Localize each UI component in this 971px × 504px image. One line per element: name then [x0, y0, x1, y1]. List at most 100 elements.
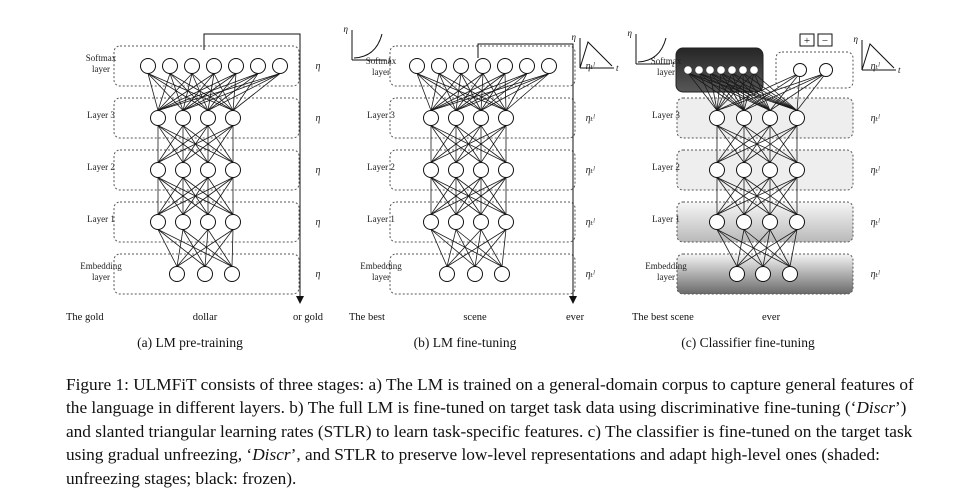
edge	[147, 73, 234, 111]
node	[150, 214, 166, 230]
edge	[147, 73, 209, 111]
layer-label: Softmax layer	[86, 53, 117, 74]
learning-rate-label: η	[316, 269, 321, 280]
inset-y-label: η	[628, 28, 633, 38]
edge	[157, 73, 259, 111]
edge	[460, 73, 482, 111]
edge	[731, 72, 745, 111]
layer-label-line: layer	[657, 272, 675, 282]
layer-box	[389, 253, 576, 295]
edge	[709, 72, 718, 111]
layer-label: Layer 1	[652, 214, 680, 224]
discr-inset: ηt	[628, 28, 675, 69]
edge	[716, 229, 738, 267]
input-word: dollar	[193, 312, 218, 323]
input-word: The best scene	[632, 312, 694, 323]
edge	[796, 72, 827, 111]
edge	[716, 125, 771, 163]
inset-curve	[861, 43, 895, 71]
node	[200, 110, 216, 126]
edge	[207, 73, 259, 111]
node	[423, 110, 439, 126]
inset-y-label: η	[344, 24, 349, 34]
edge	[430, 73, 528, 111]
edge	[736, 229, 745, 267]
layer-label-line: Embedding	[80, 261, 122, 271]
edge	[474, 229, 507, 267]
panel-caption: (a) LM pre-training	[137, 335, 243, 350]
edge	[430, 177, 507, 215]
edge	[430, 73, 440, 111]
edge	[157, 73, 281, 111]
node	[175, 110, 191, 126]
learning-rate-label: ηₜˡ	[586, 61, 595, 72]
edge	[716, 72, 733, 111]
edge	[716, 125, 745, 163]
layer-label-line: Embedding	[360, 261, 402, 271]
edge	[716, 72, 744, 111]
node	[709, 110, 725, 126]
node	[225, 214, 241, 230]
edge	[480, 229, 503, 267]
node	[789, 214, 805, 230]
inset-x-label: t	[672, 59, 675, 69]
arrow-head	[569, 296, 577, 304]
panel-caption: (b) LM fine-tuning	[414, 335, 517, 350]
edge	[455, 229, 476, 267]
edge	[157, 125, 234, 163]
discr-inset: ηt	[344, 24, 391, 65]
connection-edges	[687, 72, 827, 267]
edge	[182, 73, 259, 111]
edge	[743, 125, 798, 163]
node	[494, 266, 510, 282]
edge	[157, 73, 193, 111]
layer-label-line: Layer 1	[87, 214, 115, 224]
layer-label-line: Softmax	[366, 56, 397, 66]
edge	[416, 73, 507, 111]
layer-label-line: Softmax	[86, 53, 117, 63]
edge	[207, 73, 281, 111]
frozen-node	[684, 66, 692, 74]
frozen-node	[728, 66, 736, 74]
connection-edges	[416, 73, 550, 267]
node	[225, 110, 241, 126]
edge	[157, 177, 209, 215]
edge	[753, 72, 771, 111]
class-label-box	[817, 33, 833, 47]
layer-box	[389, 201, 576, 243]
learning-rate-label: ηₜˡ	[586, 269, 595, 280]
edge	[157, 73, 237, 111]
node	[473, 162, 489, 178]
edge	[232, 73, 259, 111]
frozen-node	[695, 66, 703, 74]
edge	[709, 72, 745, 111]
node	[453, 58, 469, 74]
edge	[416, 73, 432, 111]
edge	[182, 73, 193, 111]
node	[206, 58, 222, 74]
edge	[455, 73, 462, 111]
node	[789, 162, 805, 178]
edge	[232, 73, 237, 111]
layer-label-line: layer	[372, 272, 390, 282]
node	[736, 214, 752, 230]
edge	[232, 73, 281, 111]
edge	[480, 125, 507, 163]
layer-label: Layer 1	[87, 214, 115, 224]
edge	[698, 72, 718, 111]
edge	[176, 229, 234, 267]
node	[736, 110, 752, 126]
edge	[157, 125, 184, 163]
edge	[446, 229, 507, 267]
layer-label-line: layer	[657, 67, 675, 77]
layer-label-line: Layer 3	[652, 110, 680, 120]
edge	[480, 177, 507, 215]
learning-rate-label: ηₜˡ	[871, 269, 880, 280]
edge	[753, 72, 798, 111]
node	[423, 162, 439, 178]
layer-label-line: layer	[92, 64, 110, 74]
node	[498, 214, 514, 230]
edge	[430, 125, 507, 163]
edge	[204, 229, 209, 267]
edge	[430, 73, 550, 111]
